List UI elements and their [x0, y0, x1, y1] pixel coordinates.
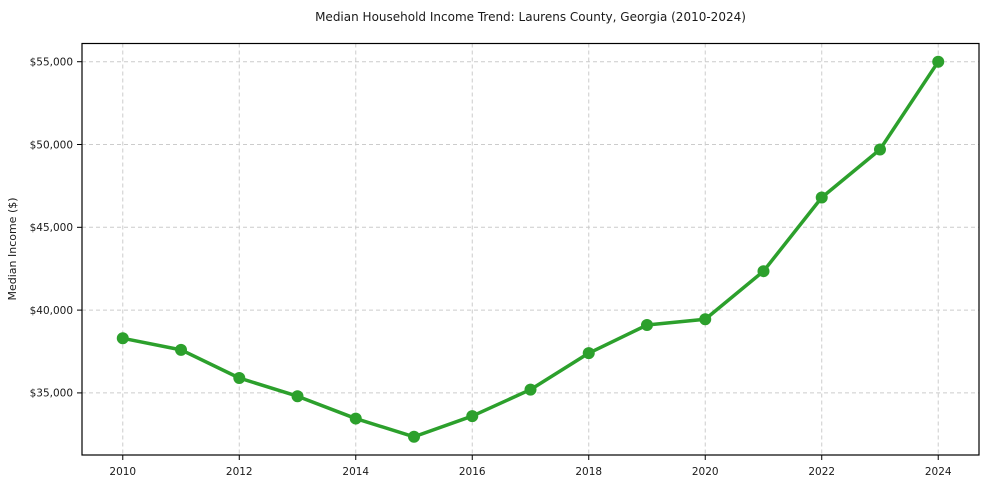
data-point-2012	[233, 371, 246, 384]
x-tick-label: 2024	[925, 466, 952, 478]
x-tick-label: 2010	[109, 466, 136, 478]
x-tick-label: 2022	[808, 466, 835, 478]
data-point-2017	[524, 383, 537, 396]
x-tick-label: 2012	[226, 466, 253, 478]
data-point-2019	[640, 319, 653, 332]
data-point-2023	[873, 143, 886, 156]
axis-ticks	[77, 61, 939, 460]
y-axis-label: Median Income ($)	[6, 197, 19, 300]
trend-line	[121, 59, 940, 439]
x-axis-tick-labels: 2010 2012 2014 2016 2018 2020 2022 2024	[109, 466, 951, 478]
data-point-2016	[466, 410, 479, 423]
data-point-2010	[116, 332, 129, 345]
x-tick-label: 2014	[342, 466, 369, 478]
data-point-2024	[932, 55, 945, 68]
y-tick-label: $40,000	[30, 305, 73, 317]
y-tick-label: $50,000	[30, 139, 73, 151]
data-point-2020	[699, 313, 712, 326]
data-point-2011	[175, 343, 188, 356]
data-point-2021	[757, 265, 770, 278]
y-tick-label: $45,000	[30, 222, 73, 234]
y-tick-label: $35,000	[30, 388, 73, 400]
data-point-2018	[582, 347, 595, 360]
y-tick-label: $55,000	[30, 57, 73, 69]
plot-border	[81, 42, 980, 456]
x-tick-label: 2016	[459, 466, 486, 478]
data-point-2022	[815, 191, 828, 204]
x-tick-label: 2020	[692, 466, 719, 478]
x-tick-label: 2018	[575, 466, 602, 478]
data-point-2013	[291, 390, 304, 403]
y-axis-tick-labels: $35,000 $40,000 $45,000 $50,000 $55,000	[30, 57, 73, 400]
data-point-2015	[408, 430, 421, 443]
data-points	[116, 55, 945, 443]
data-point-2014	[349, 412, 362, 425]
chart-title: Median Household Income Trend: Laurens C…	[315, 10, 746, 24]
